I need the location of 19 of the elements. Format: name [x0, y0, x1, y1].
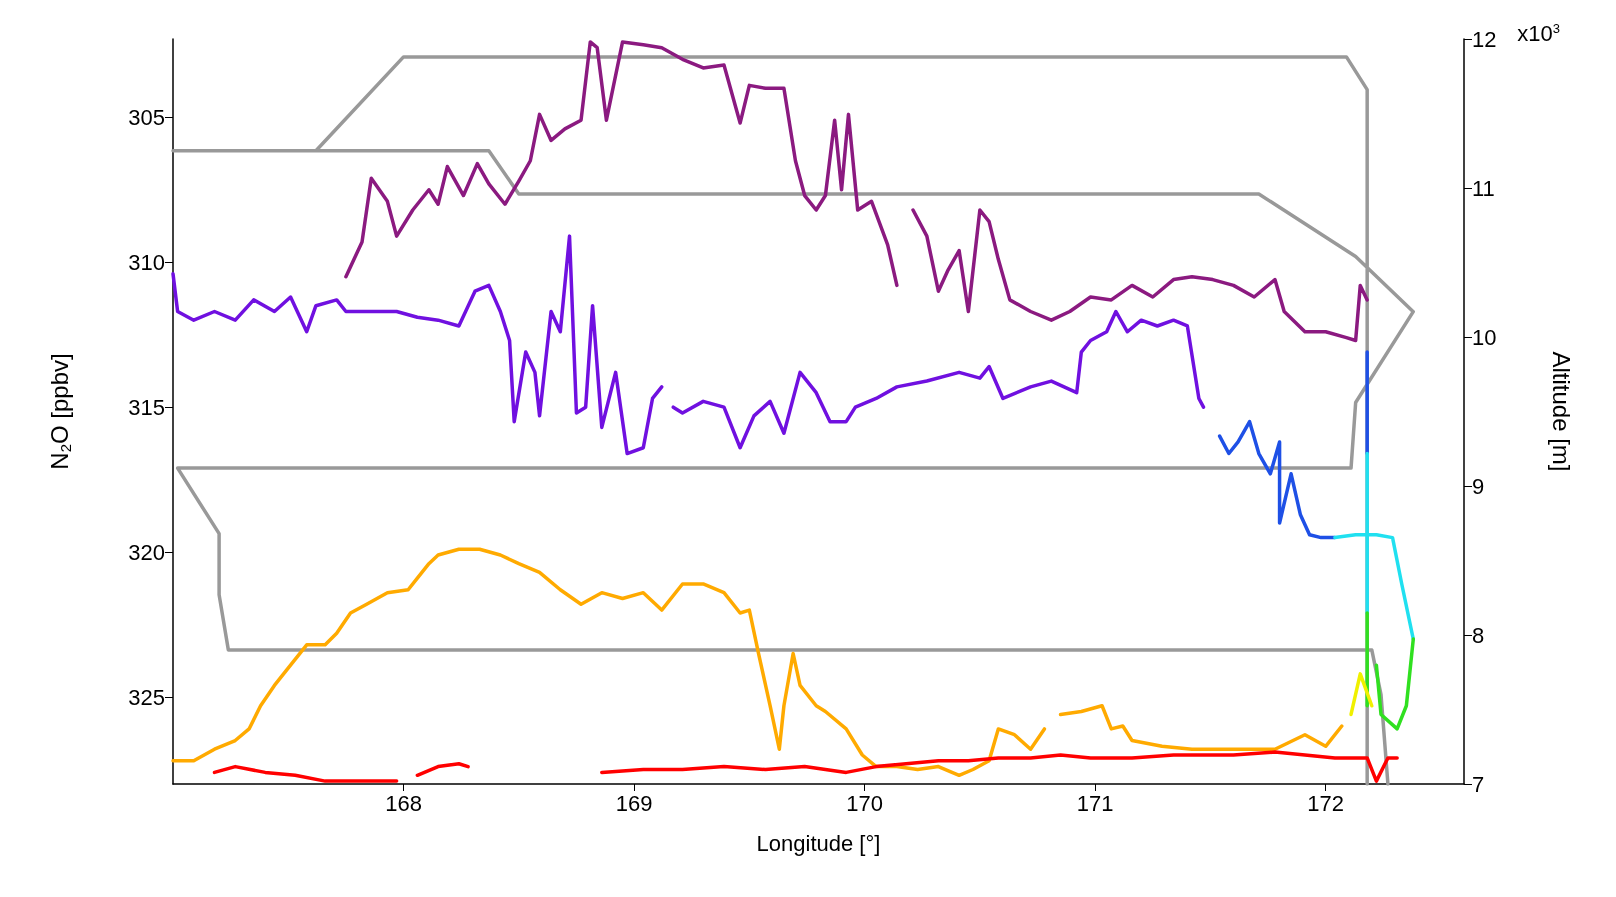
x-axis-title: Longitude [°]: [756, 830, 881, 856]
y-tick-label: 320: [128, 539, 165, 565]
y-tick-label: 310: [128, 249, 165, 275]
x-tick-label: 169: [615, 790, 653, 816]
y-axis-title: N2O [ppbv]: [46, 353, 74, 470]
x-tick-label: 168: [385, 790, 422, 816]
x-tick-label: 170: [846, 790, 883, 816]
y2-tick-label: 10: [1472, 324, 1497, 350]
x-tick-label: 171: [1076, 790, 1114, 816]
y-tick-label: 325: [128, 684, 165, 710]
x-tick-label: 172: [1307, 790, 1345, 816]
y2-tick-label: 11: [1472, 175, 1495, 201]
y2-tick-label: 12: [1472, 26, 1497, 52]
y2-axis-title: Altitude [m]: [1547, 351, 1575, 472]
y2-tick-label: 7: [1472, 771, 1485, 797]
y-tick-label: 305: [128, 104, 165, 130]
y2-tick-label: 9: [1472, 473, 1485, 499]
y-tick-label: 315: [128, 394, 165, 420]
y2-tick-label: 8: [1472, 622, 1485, 648]
